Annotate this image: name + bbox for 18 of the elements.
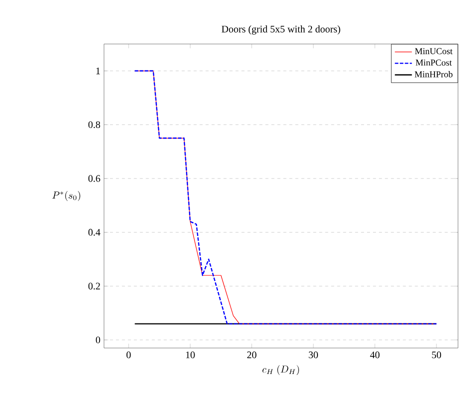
legend-label: MinHProb xyxy=(414,71,452,78)
x-tick-label: 20 xyxy=(247,352,256,358)
x-tick-label: 40 xyxy=(370,352,380,358)
chart-title: Doors (grid 5x5 with 2 doors) xyxy=(222,25,340,35)
legend-label: MinUCost xyxy=(414,48,453,54)
y-tick-label: 0.2 xyxy=(88,282,100,290)
x-tick-label: 30 xyxy=(308,352,318,358)
x-axis-title: $c_H\ (D_H)$ xyxy=(262,365,299,376)
y-axis-title: $P^*(s_0)$ xyxy=(52,191,80,201)
y-tick-label: 0.8 xyxy=(88,121,100,128)
y-tick-label: 0.4 xyxy=(88,228,100,236)
x-tick-label: 50 xyxy=(432,352,442,358)
x-tick-label: 10 xyxy=(186,352,195,358)
y-tick-label: 0 xyxy=(96,336,100,344)
x-tick-label: 0 xyxy=(126,352,131,358)
legend-label: MinPCost xyxy=(416,60,452,66)
y-tick-label: 1 xyxy=(96,68,100,74)
y-tick-label: 0.6 xyxy=(88,175,100,182)
